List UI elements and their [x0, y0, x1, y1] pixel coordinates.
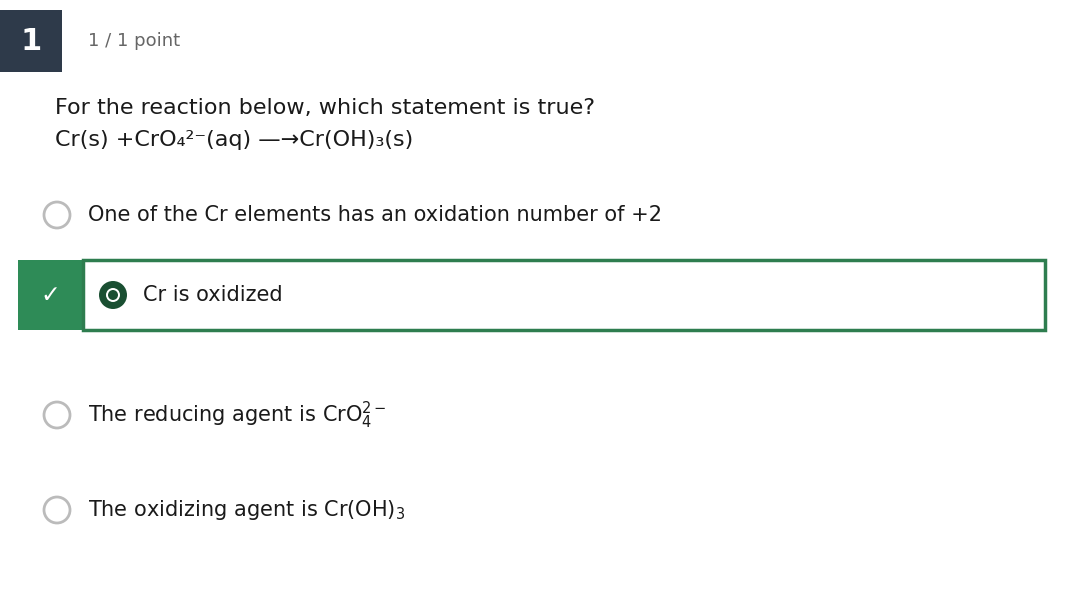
Text: For the reaction below, which statement is true?: For the reaction below, which statement …	[55, 98, 595, 118]
Text: 1: 1	[20, 26, 42, 55]
FancyBboxPatch shape	[0, 10, 62, 72]
Text: The reducing agent is CrO$_4^{2-}$: The reducing agent is CrO$_4^{2-}$	[88, 399, 386, 430]
Text: Cr(s) +CrO₄²⁻(aq) —→Cr(OH)₃(s): Cr(s) +CrO₄²⁻(aq) —→Cr(OH)₃(s)	[55, 130, 413, 150]
Text: Cr is oxidized: Cr is oxidized	[143, 285, 282, 305]
Text: 1 / 1 point: 1 / 1 point	[88, 32, 180, 50]
Circle shape	[108, 290, 118, 300]
Circle shape	[100, 281, 127, 309]
FancyBboxPatch shape	[18, 260, 83, 330]
Text: One of the Cr elements has an oxidation number of +2: One of the Cr elements has an oxidation …	[88, 205, 662, 225]
Circle shape	[106, 288, 120, 302]
Text: ✓: ✓	[41, 283, 60, 307]
FancyBboxPatch shape	[83, 260, 1045, 330]
Text: The oxidizing agent is Cr(OH)$_3$: The oxidizing agent is Cr(OH)$_3$	[88, 498, 406, 522]
